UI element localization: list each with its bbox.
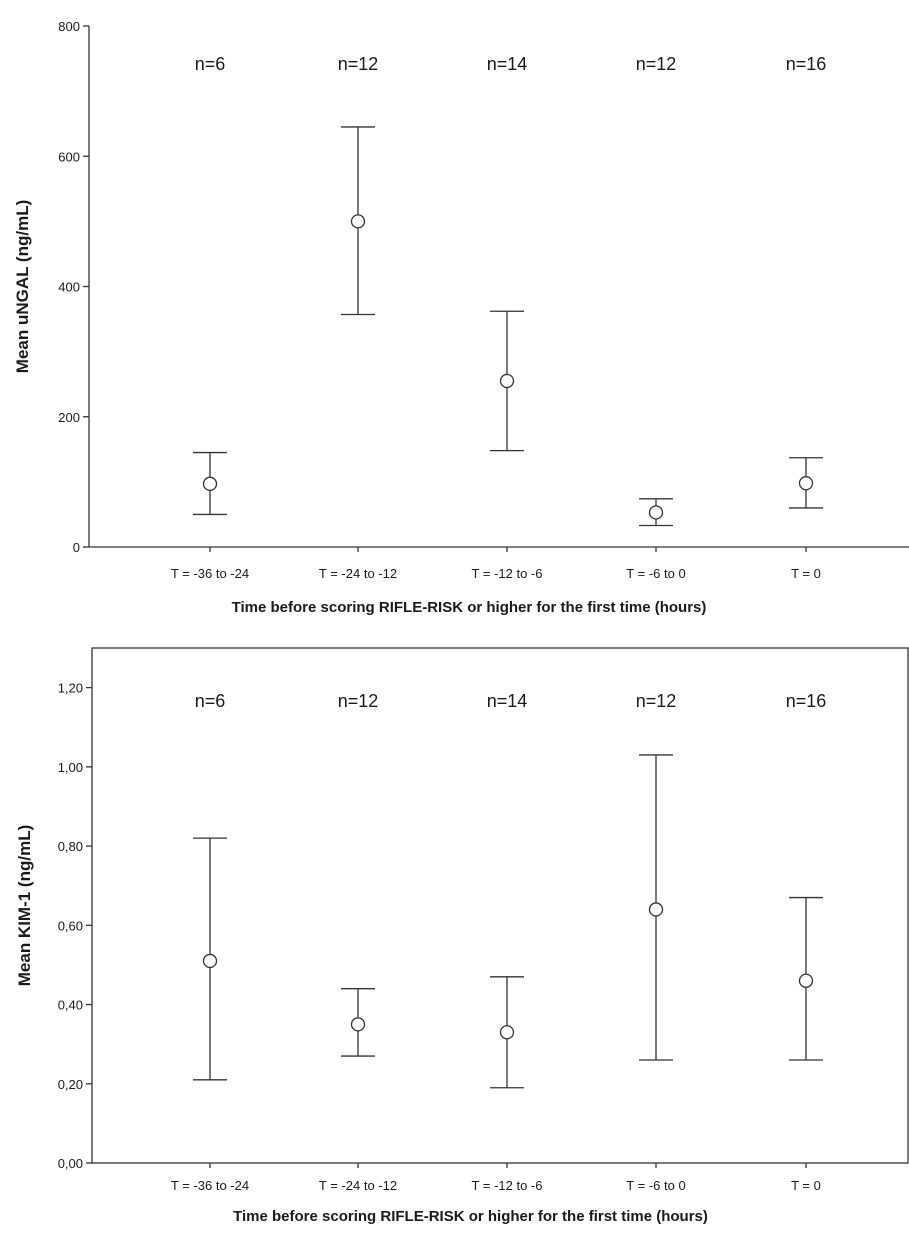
y-tick-label: 0,00 xyxy=(58,1156,83,1171)
sample-size-annotation: n=6 xyxy=(195,691,226,711)
x-tick-label: T = -36 to -24 xyxy=(171,566,249,581)
x-tick-label: T = -12 to -6 xyxy=(472,1178,543,1193)
y-tick-label: 1,20 xyxy=(58,681,83,696)
y-tick-label: 0,20 xyxy=(58,1077,83,1092)
mean-point xyxy=(800,477,813,490)
y-tick-label: 0,80 xyxy=(58,839,83,854)
sample-size-annotation: n=12 xyxy=(338,54,379,74)
x-tick-label: T = -6 to 0 xyxy=(626,1178,685,1193)
sample-size-annotation: n=16 xyxy=(786,691,827,711)
mean-point xyxy=(800,974,813,987)
x-tick-label: T = 0 xyxy=(791,566,821,581)
x-axis-label: Time before scoring RIFLE-RISK or higher… xyxy=(233,1208,708,1225)
mean-point xyxy=(204,477,217,490)
y-tick-label: 1,00 xyxy=(58,760,83,775)
error-bar xyxy=(789,458,823,508)
error-bar xyxy=(341,989,375,1056)
error-bar xyxy=(490,977,524,1088)
mean-point xyxy=(650,903,663,916)
sample-size-annotation: n=14 xyxy=(487,54,528,74)
x-tick-label: T = -12 to -6 xyxy=(472,566,543,581)
sample-size-annotation: n=16 xyxy=(786,54,827,74)
y-tick-label: 0,60 xyxy=(58,918,83,933)
mean-point xyxy=(204,954,217,967)
y-tick-label: 0,40 xyxy=(58,998,83,1013)
error-bar xyxy=(639,755,673,1060)
x-tick-label: T = -24 to -12 xyxy=(319,1178,397,1193)
mean-point xyxy=(352,215,365,228)
sample-size-annotation: n=6 xyxy=(195,54,226,74)
y-tick-label: 200 xyxy=(58,410,80,425)
error-bar xyxy=(639,499,673,526)
y-axis-label: Mean uNGAL (ng/mL) xyxy=(13,200,32,373)
plot-frame xyxy=(92,648,908,1163)
mean-point xyxy=(501,374,514,387)
error-bar xyxy=(341,127,375,315)
sample-size-annotation: n=12 xyxy=(636,691,677,711)
y-tick-label: 400 xyxy=(58,280,80,295)
y-axis-label: Mean KIM-1 (ng/mL) xyxy=(15,825,34,987)
x-tick-label: T = -6 to 0 xyxy=(626,566,685,581)
sample-size-annotation: n=12 xyxy=(338,691,379,711)
chart-panel-2: 0,00 0,20 0,40 0,60 0,80 1,00 1,20 T = -36 to -… xyxy=(15,648,908,1225)
y-tick-label: 600 xyxy=(58,149,80,164)
y-tick-label: 800 xyxy=(58,19,80,34)
sample-size-annotation: n=14 xyxy=(487,691,528,711)
chart-panel-1: 0 200 400 600 800 T = -36 to -24 T = -24 to -1… xyxy=(13,19,909,616)
x-tick-label: T = 0 xyxy=(791,1178,821,1193)
error-bar xyxy=(789,898,823,1060)
y-tick-label: 0 xyxy=(73,540,80,555)
mean-point xyxy=(352,1018,365,1031)
mean-point xyxy=(501,1026,514,1039)
mean-point xyxy=(650,506,663,519)
error-bar xyxy=(490,311,524,450)
sample-size-annotation: n=12 xyxy=(636,54,677,74)
error-bar xyxy=(193,838,227,1080)
error-bar xyxy=(193,453,227,515)
x-axis-label: Time before scoring RIFLE-RISK or higher… xyxy=(232,599,707,616)
x-tick-label: T = -24 to -12 xyxy=(319,566,397,581)
x-tick-label: T = -36 to -24 xyxy=(171,1178,249,1193)
